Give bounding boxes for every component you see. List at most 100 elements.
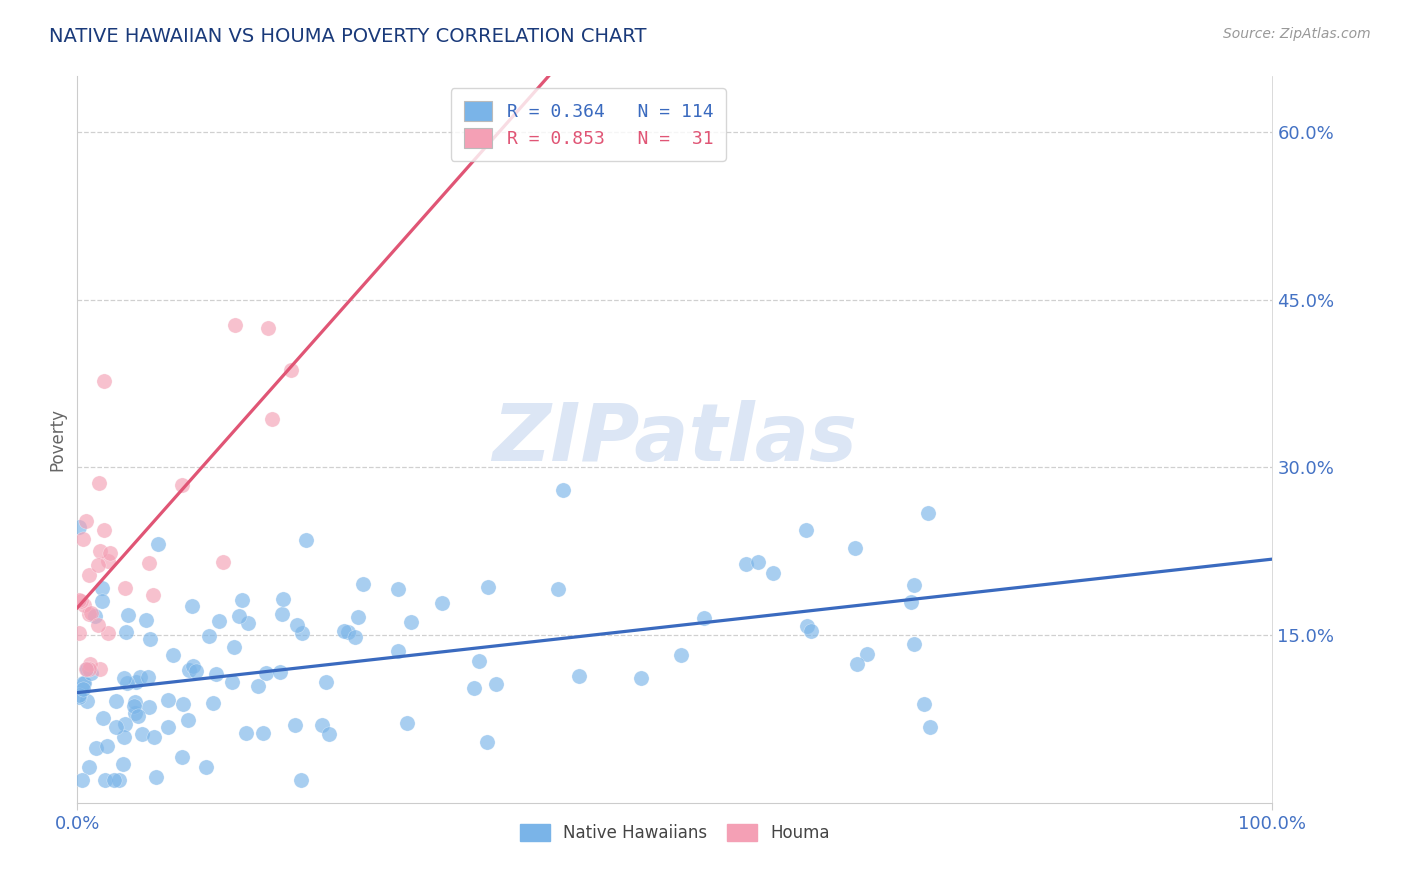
Point xyxy=(67,690,90,705)
Point xyxy=(463,681,485,695)
Point xyxy=(145,770,167,784)
Point xyxy=(157,693,180,707)
Point xyxy=(77,567,100,582)
Point xyxy=(76,662,98,676)
Point xyxy=(142,730,165,744)
Point xyxy=(117,608,139,623)
Point xyxy=(72,682,94,697)
Point xyxy=(90,594,112,608)
Point xyxy=(103,773,125,788)
Point xyxy=(172,697,194,711)
Point xyxy=(75,662,97,676)
Point xyxy=(77,760,100,774)
Point xyxy=(205,666,228,681)
Point xyxy=(90,582,112,596)
Point xyxy=(181,658,204,673)
Point xyxy=(105,694,128,708)
Point xyxy=(257,321,280,335)
Point xyxy=(170,750,193,764)
Point xyxy=(399,615,422,629)
Point xyxy=(93,773,115,788)
Point xyxy=(269,665,291,680)
Point xyxy=(112,730,135,744)
Point xyxy=(285,618,308,632)
Point xyxy=(72,676,94,690)
Point xyxy=(485,676,508,690)
Point xyxy=(318,727,340,741)
Point xyxy=(903,578,925,592)
Point xyxy=(917,506,939,520)
Text: ZIPatlas: ZIPatlas xyxy=(492,401,858,478)
Y-axis label: Poverty: Poverty xyxy=(48,408,66,471)
Point xyxy=(70,594,93,608)
Point xyxy=(311,717,333,731)
Legend: Native Hawaiians, Houma: Native Hawaiians, Houma xyxy=(513,817,837,849)
Point xyxy=(295,533,318,547)
Point xyxy=(900,595,922,609)
Point xyxy=(844,541,866,555)
Point xyxy=(79,657,101,671)
Point xyxy=(912,697,935,711)
Point xyxy=(333,624,356,638)
Point xyxy=(252,726,274,740)
Point xyxy=(67,592,90,607)
Point xyxy=(89,476,111,491)
Point xyxy=(72,598,94,612)
Point xyxy=(97,554,120,568)
Point xyxy=(903,637,925,651)
Point xyxy=(127,709,149,723)
Point xyxy=(70,773,93,788)
Point xyxy=(89,544,111,558)
Point xyxy=(387,644,409,658)
Point xyxy=(107,773,129,788)
Point xyxy=(114,581,136,595)
Point xyxy=(157,720,180,734)
Point xyxy=(235,726,257,740)
Point xyxy=(131,727,153,741)
Point xyxy=(254,666,277,681)
Point xyxy=(669,648,692,662)
Point xyxy=(124,699,146,714)
Point xyxy=(228,609,250,624)
Point xyxy=(172,477,194,491)
Point xyxy=(76,694,98,708)
Point xyxy=(796,618,818,632)
Point xyxy=(111,757,134,772)
Point xyxy=(432,596,454,610)
Point xyxy=(86,618,108,632)
Point xyxy=(112,671,135,685)
Point xyxy=(262,411,284,425)
Point xyxy=(97,626,120,640)
Point xyxy=(568,669,591,683)
Point xyxy=(284,717,307,731)
Point xyxy=(271,592,294,607)
Point xyxy=(93,374,115,388)
Point xyxy=(67,688,90,702)
Point xyxy=(221,675,243,690)
Point xyxy=(142,588,165,602)
Point xyxy=(387,582,409,596)
Point xyxy=(98,546,121,560)
Point xyxy=(89,662,111,676)
Point xyxy=(347,610,370,624)
Point xyxy=(336,625,359,640)
Point xyxy=(551,483,574,498)
Point xyxy=(124,706,146,720)
Point xyxy=(477,580,499,594)
Point xyxy=(224,318,246,332)
Point xyxy=(352,576,374,591)
Point xyxy=(290,773,312,788)
Point xyxy=(84,608,107,623)
Point xyxy=(177,663,200,677)
Point xyxy=(136,670,159,684)
Point xyxy=(84,741,107,756)
Point xyxy=(124,695,146,709)
Text: Source: ZipAtlas.com: Source: ZipAtlas.com xyxy=(1223,27,1371,41)
Point xyxy=(547,582,569,596)
Point xyxy=(224,640,246,655)
Point xyxy=(67,520,90,534)
Point xyxy=(186,664,208,678)
Point xyxy=(105,720,128,734)
Point xyxy=(468,654,491,668)
Point xyxy=(73,676,96,690)
